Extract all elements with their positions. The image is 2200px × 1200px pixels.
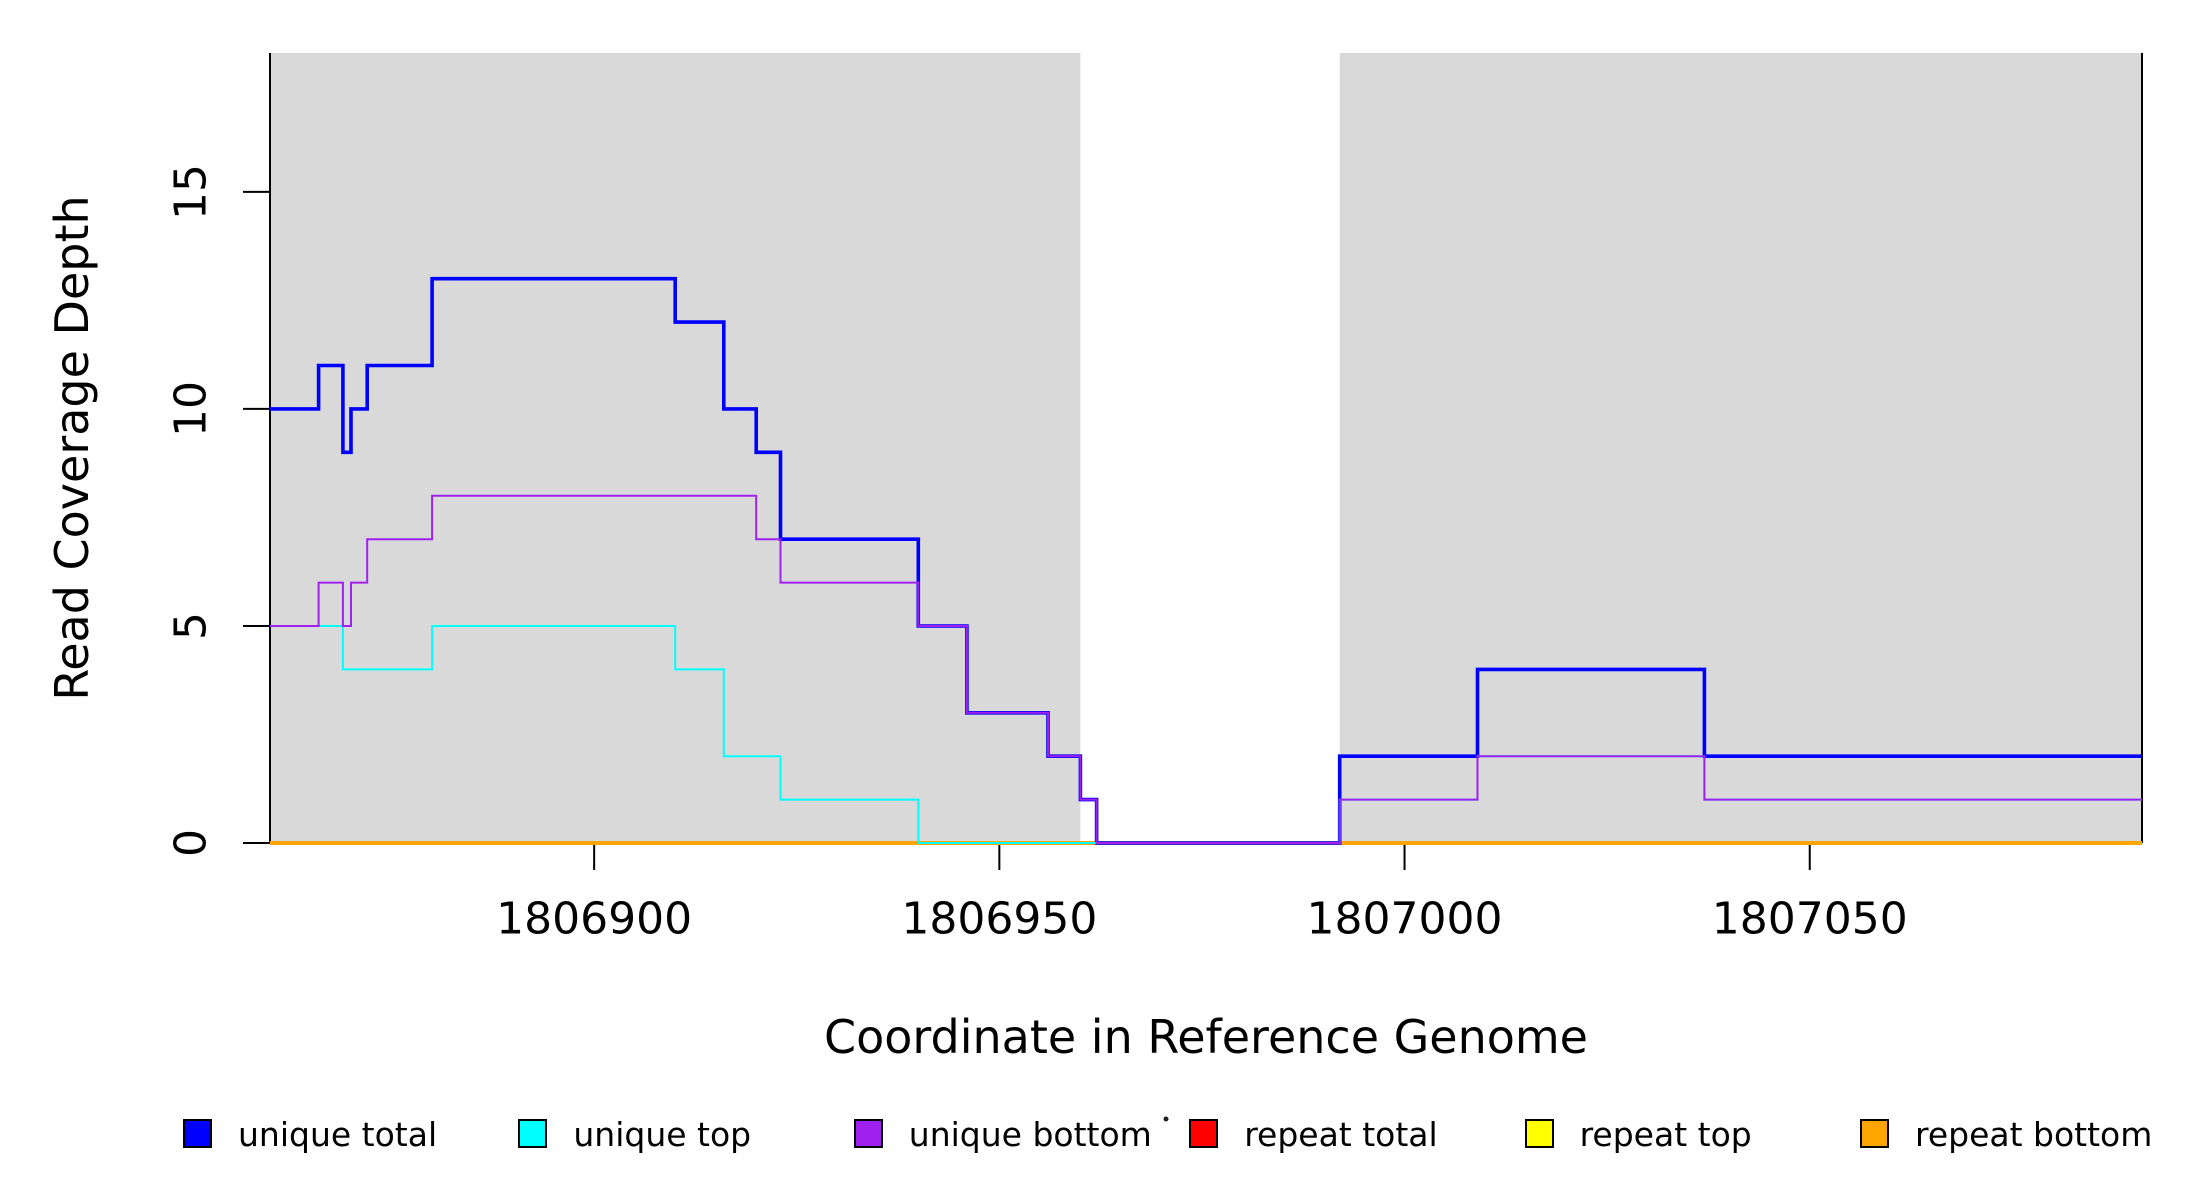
legend-label: unique total	[238, 1115, 438, 1154]
x-tick-label-1806950: 1806950	[901, 893, 1098, 945]
legend-label: repeat total	[1244, 1115, 1438, 1154]
legend-swatch-unique-total	[183, 1119, 212, 1148]
legend-label: repeat bottom	[1915, 1115, 2153, 1154]
legend-swatch-unique-top	[518, 1119, 548, 1148]
y-tick-label-15: 15	[165, 163, 217, 220]
y-tick-label-5: 5	[165, 611, 217, 640]
x-tick-label-1806900: 1806900	[496, 893, 693, 945]
legend-swatch-repeat-top	[1524, 1119, 1554, 1148]
legend-swatch-unique-bottom	[853, 1119, 883, 1148]
y-tick-label-10: 10	[165, 380, 217, 437]
x-tick-label-1807050: 1807050	[1711, 893, 1908, 945]
stray-dot	[1163, 1116, 1169, 1122]
shaded-region-0	[270, 53, 1081, 843]
legend-label: unique bottom	[908, 1115, 1152, 1154]
y-axis-title: Read Coverage Depth	[45, 195, 99, 701]
series-unique-bottom	[270, 494, 2142, 844]
shaded-region-1	[1339, 53, 2142, 843]
x-axis-title: Coordinate in Reference Genome	[824, 1010, 1588, 1064]
legend-label: repeat top	[1579, 1115, 1752, 1154]
y-tick-label-0: 0	[165, 829, 217, 857]
legend-swatch-repeat-total	[1189, 1119, 1219, 1148]
legend-label: unique top	[573, 1115, 752, 1154]
legend-swatch-repeat-bottom	[1860, 1119, 1889, 1148]
x-tick-label-1807000: 1807000	[1306, 893, 1503, 945]
